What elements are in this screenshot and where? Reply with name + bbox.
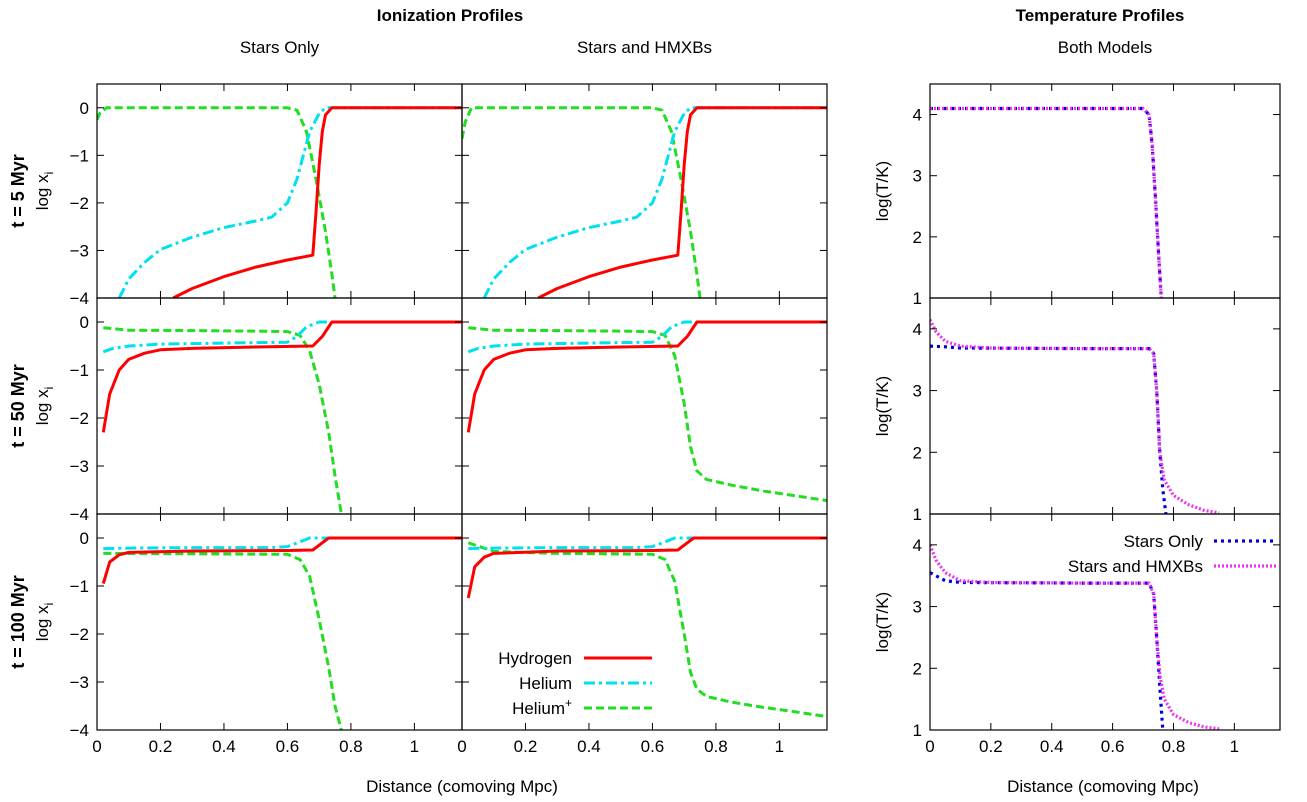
y-tick-label: 3 [913,382,922,401]
ion-panel-r3-c2-hydrogen-line [466,536,827,599]
legend-label-helium: Helium [519,674,572,693]
temp-y-axis-label: log(T/K) [873,376,892,436]
ion-panel-r1-c2-frame [461,83,828,299]
ion-panel-r2-c1-helium-plus-line [103,326,343,514]
x-tick-label: 0.4 [577,737,601,756]
temp-panel-r1-frame [929,83,1281,299]
x-tick-label: 0 [457,737,466,756]
temp-panel-r3-stars-hmxb-line [930,544,1220,730]
y-tick-label: −3 [70,457,89,476]
y-tick-label: −1 [70,361,89,380]
ionization-profiles-title: Ionization Profiles [376,6,524,25]
y-tick-label: 4 [913,536,922,555]
x-tick-label: 0.2 [979,737,1003,756]
ion-y-axis-label: log xi [33,387,56,426]
x-tick-label: 0 [925,737,934,756]
ion-y-axis-label: log xi [33,172,56,211]
ion-panel-r3-c2-frame [461,513,828,731]
ion-panel-r1-c2-helium-plus-line [462,106,702,298]
x-tick-label: 0.8 [704,737,728,756]
ion-panel-r2-c1-hydrogen-line [101,320,462,433]
temp-y-axis-label: log(T/K) [873,161,892,221]
x-tick-label: 0.4 [212,737,236,756]
temp-panel-r1-stars-only-line [930,106,1163,298]
ion-panel-r2-c2-helium-plus-line [468,326,827,503]
x-tick-label: 0.6 [641,737,665,756]
ion-x-axis-label: Distance (comoving Mpc) [366,777,558,796]
y-tick-label: −2 [70,409,89,428]
ion-y-axis-label: log xi [33,603,56,642]
row-time-label: t = 50 Myr [8,364,28,448]
ion-panel-r2-c1-helium-line [102,320,462,354]
y-tick-label: 3 [913,167,922,186]
y-tick-label: 4 [913,320,922,339]
ion-panel-r3-c2-helium-plus-line [467,541,827,719]
x-tick-label: 0.4 [1040,737,1064,756]
y-tick-label: 3 [913,598,922,617]
legend-label-stars-only: Stars Only [1124,532,1204,551]
ion-panel-r1-c2-hydrogen-line [537,106,827,298]
temp-panel-r2-frame [929,297,1281,515]
row-time-label: t = 100 Myr [8,575,28,669]
column-title-both-models: Both Models [1057,38,1153,57]
x-tick-label: 0.2 [514,737,538,756]
y-tick-label: 4 [913,106,922,125]
x-tick-label: 0.8 [1162,737,1186,756]
ion-panel-r1-c1-hydrogen-line [172,106,462,298]
ion-panel-r1-c1-frame [96,83,463,299]
y-tick-label: 2 [913,443,922,462]
temp-y-axis-label: log(T/K) [873,592,892,652]
x-tick-label: 1 [775,737,784,756]
ion-panel-r3-c1-hydrogen-line [101,536,462,585]
temperature-profiles-title: Temperature Profiles [1015,6,1185,25]
x-tick-label: 0 [92,737,101,756]
temp-panel-r1-stars-hmxb-line [930,106,1163,298]
y-tick-label: −1 [70,146,89,165]
temp-panel-r3-stars-only-line [930,571,1165,730]
y-tick-label: 0 [80,99,89,118]
x-tick-label: 1 [1230,737,1239,756]
column-title-stars-hmxbs: Stars and HMXBs [576,38,713,57]
y-tick-label: −1 [70,577,89,596]
ion-panel-r1-c2-helium-line [482,106,827,298]
y-tick-label: 0 [80,529,89,548]
y-tick-label: 0 [80,313,89,332]
ion-panel-r3-c2-helium-line [468,536,827,551]
column-title-stars-only: Stars Only [239,38,320,57]
ion-panel-r1-c1-helium-line [117,106,462,298]
temp-x-axis-label: Distance (comoving Mpc) [1007,777,1199,796]
ion-panel-r2-c2-hydrogen-line [466,320,827,433]
ion-panel-r3-c1-helium-line [103,536,462,551]
y-tick-label: 2 [913,659,922,678]
y-tick-label: −2 [70,625,89,644]
temp-panel-r2-stars-only-line [930,344,1168,514]
ion-panel-r1-c1-helium-plus-line [97,106,337,298]
y-tick-label: −4 [70,289,89,308]
temp-panel-r2-stars-hmxb-line [930,318,1220,514]
y-tick-label: −4 [70,505,89,524]
y-tick-label: −2 [70,194,89,213]
ion-panel-r3-c1-helium-plus-line [103,551,343,730]
legend-label-hydrogen: Hydrogen [498,649,572,668]
y-tick-label: 1 [913,505,922,524]
legend-label-helium-plus: Helium+ [512,696,572,718]
x-tick-label: 0.6 [276,737,300,756]
x-tick-label: 0.6 [1101,737,1125,756]
legend-label-stars-hmxb: Stars and HMXBs [1068,557,1203,576]
row-time-label: t = 5 Myr [8,154,28,228]
y-tick-label: −3 [70,673,89,692]
y-tick-label: −3 [70,241,89,260]
y-tick-label: 2 [913,228,922,247]
y-tick-label: 1 [913,721,922,740]
temp-panel-r3-frame [929,513,1281,731]
y-tick-label: −4 [70,721,89,740]
ion-panel-r2-c2-helium-line [467,320,827,354]
x-tick-label: 1 [410,737,419,756]
y-tick-label: 1 [913,289,922,308]
x-tick-label: 0.8 [339,737,363,756]
x-tick-label: 0.2 [149,737,173,756]
